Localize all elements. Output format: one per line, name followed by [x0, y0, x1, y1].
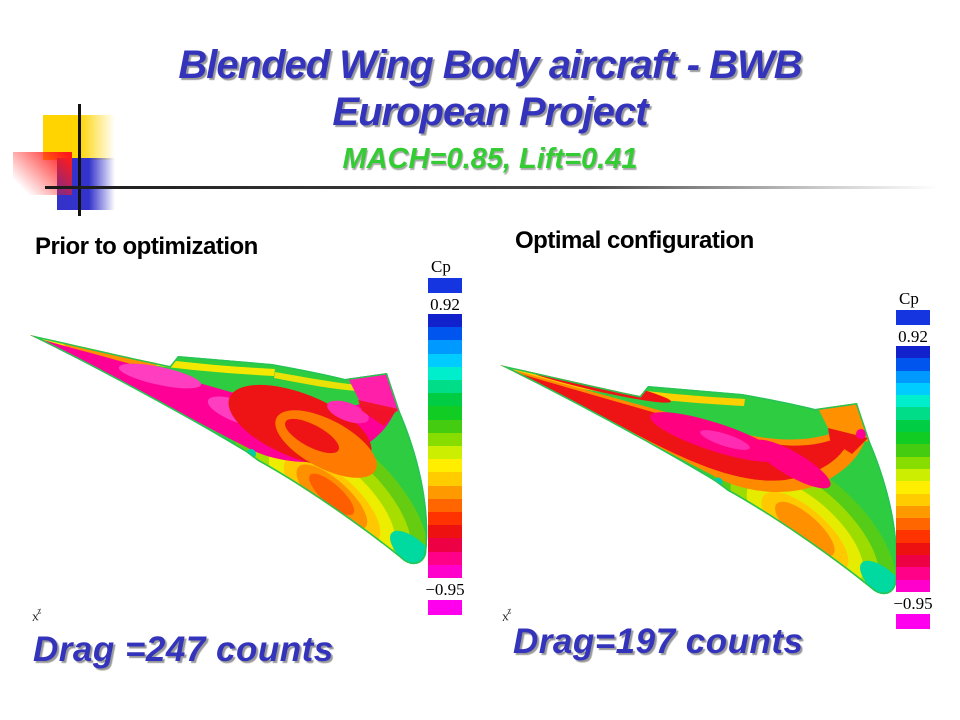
- axis-z-label: z: [36, 605, 43, 617]
- decoration-vertical-line: [78, 104, 81, 216]
- cp-color-scale: [896, 346, 930, 592]
- cp-over-range-swatch: [896, 310, 930, 325]
- cp-colorbar-optimal: Cp 0.92 −0.95: [893, 289, 933, 629]
- title-divider-line: [45, 186, 957, 189]
- cp-under-range-swatch: [896, 614, 930, 629]
- cp-max-value: 0.92: [430, 295, 460, 314]
- cp-color-scale: [428, 314, 462, 579]
- slide-title-line2: European Project: [332, 90, 648, 135]
- cp-max-value: 0.92: [898, 327, 928, 346]
- cp-over-range-swatch: [428, 278, 462, 293]
- cp-label: Cp: [899, 289, 919, 308]
- cp-under-range-swatch: [428, 600, 462, 615]
- axis-z-label: z: [506, 605, 513, 617]
- cp-min-value: −0.95: [425, 580, 465, 599]
- drag-count-prior: Drag =247 counts: [33, 630, 334, 669]
- title-block: Blended Wing Body aircraft - BWB Europea…: [20, 42, 960, 176]
- cp-min-value: −0.95: [893, 594, 933, 613]
- panel-heading-optimal: Optimal configuration: [515, 227, 754, 254]
- slide-title-line1: Blended Wing Body aircraft - BWB: [178, 43, 802, 87]
- cfd-aircraft-optimal: [500, 365, 898, 595]
- panel-heading-prior: Prior to optimization: [35, 233, 258, 260]
- axis-orientation-marker-prior: xz: [30, 605, 43, 626]
- cfd-aircraft-prior: [30, 335, 428, 565]
- cp-label: Cp: [431, 257, 451, 276]
- drag-count-optimal: Drag=197 counts: [513, 622, 804, 661]
- axis-orientation-marker-optimal: xz: [500, 605, 513, 626]
- cp-colorbar-prior: Cp 0.92 −0.95: [425, 257, 465, 615]
- slide-subtitle: MACH=0.85, Lift=0.41: [342, 143, 638, 176]
